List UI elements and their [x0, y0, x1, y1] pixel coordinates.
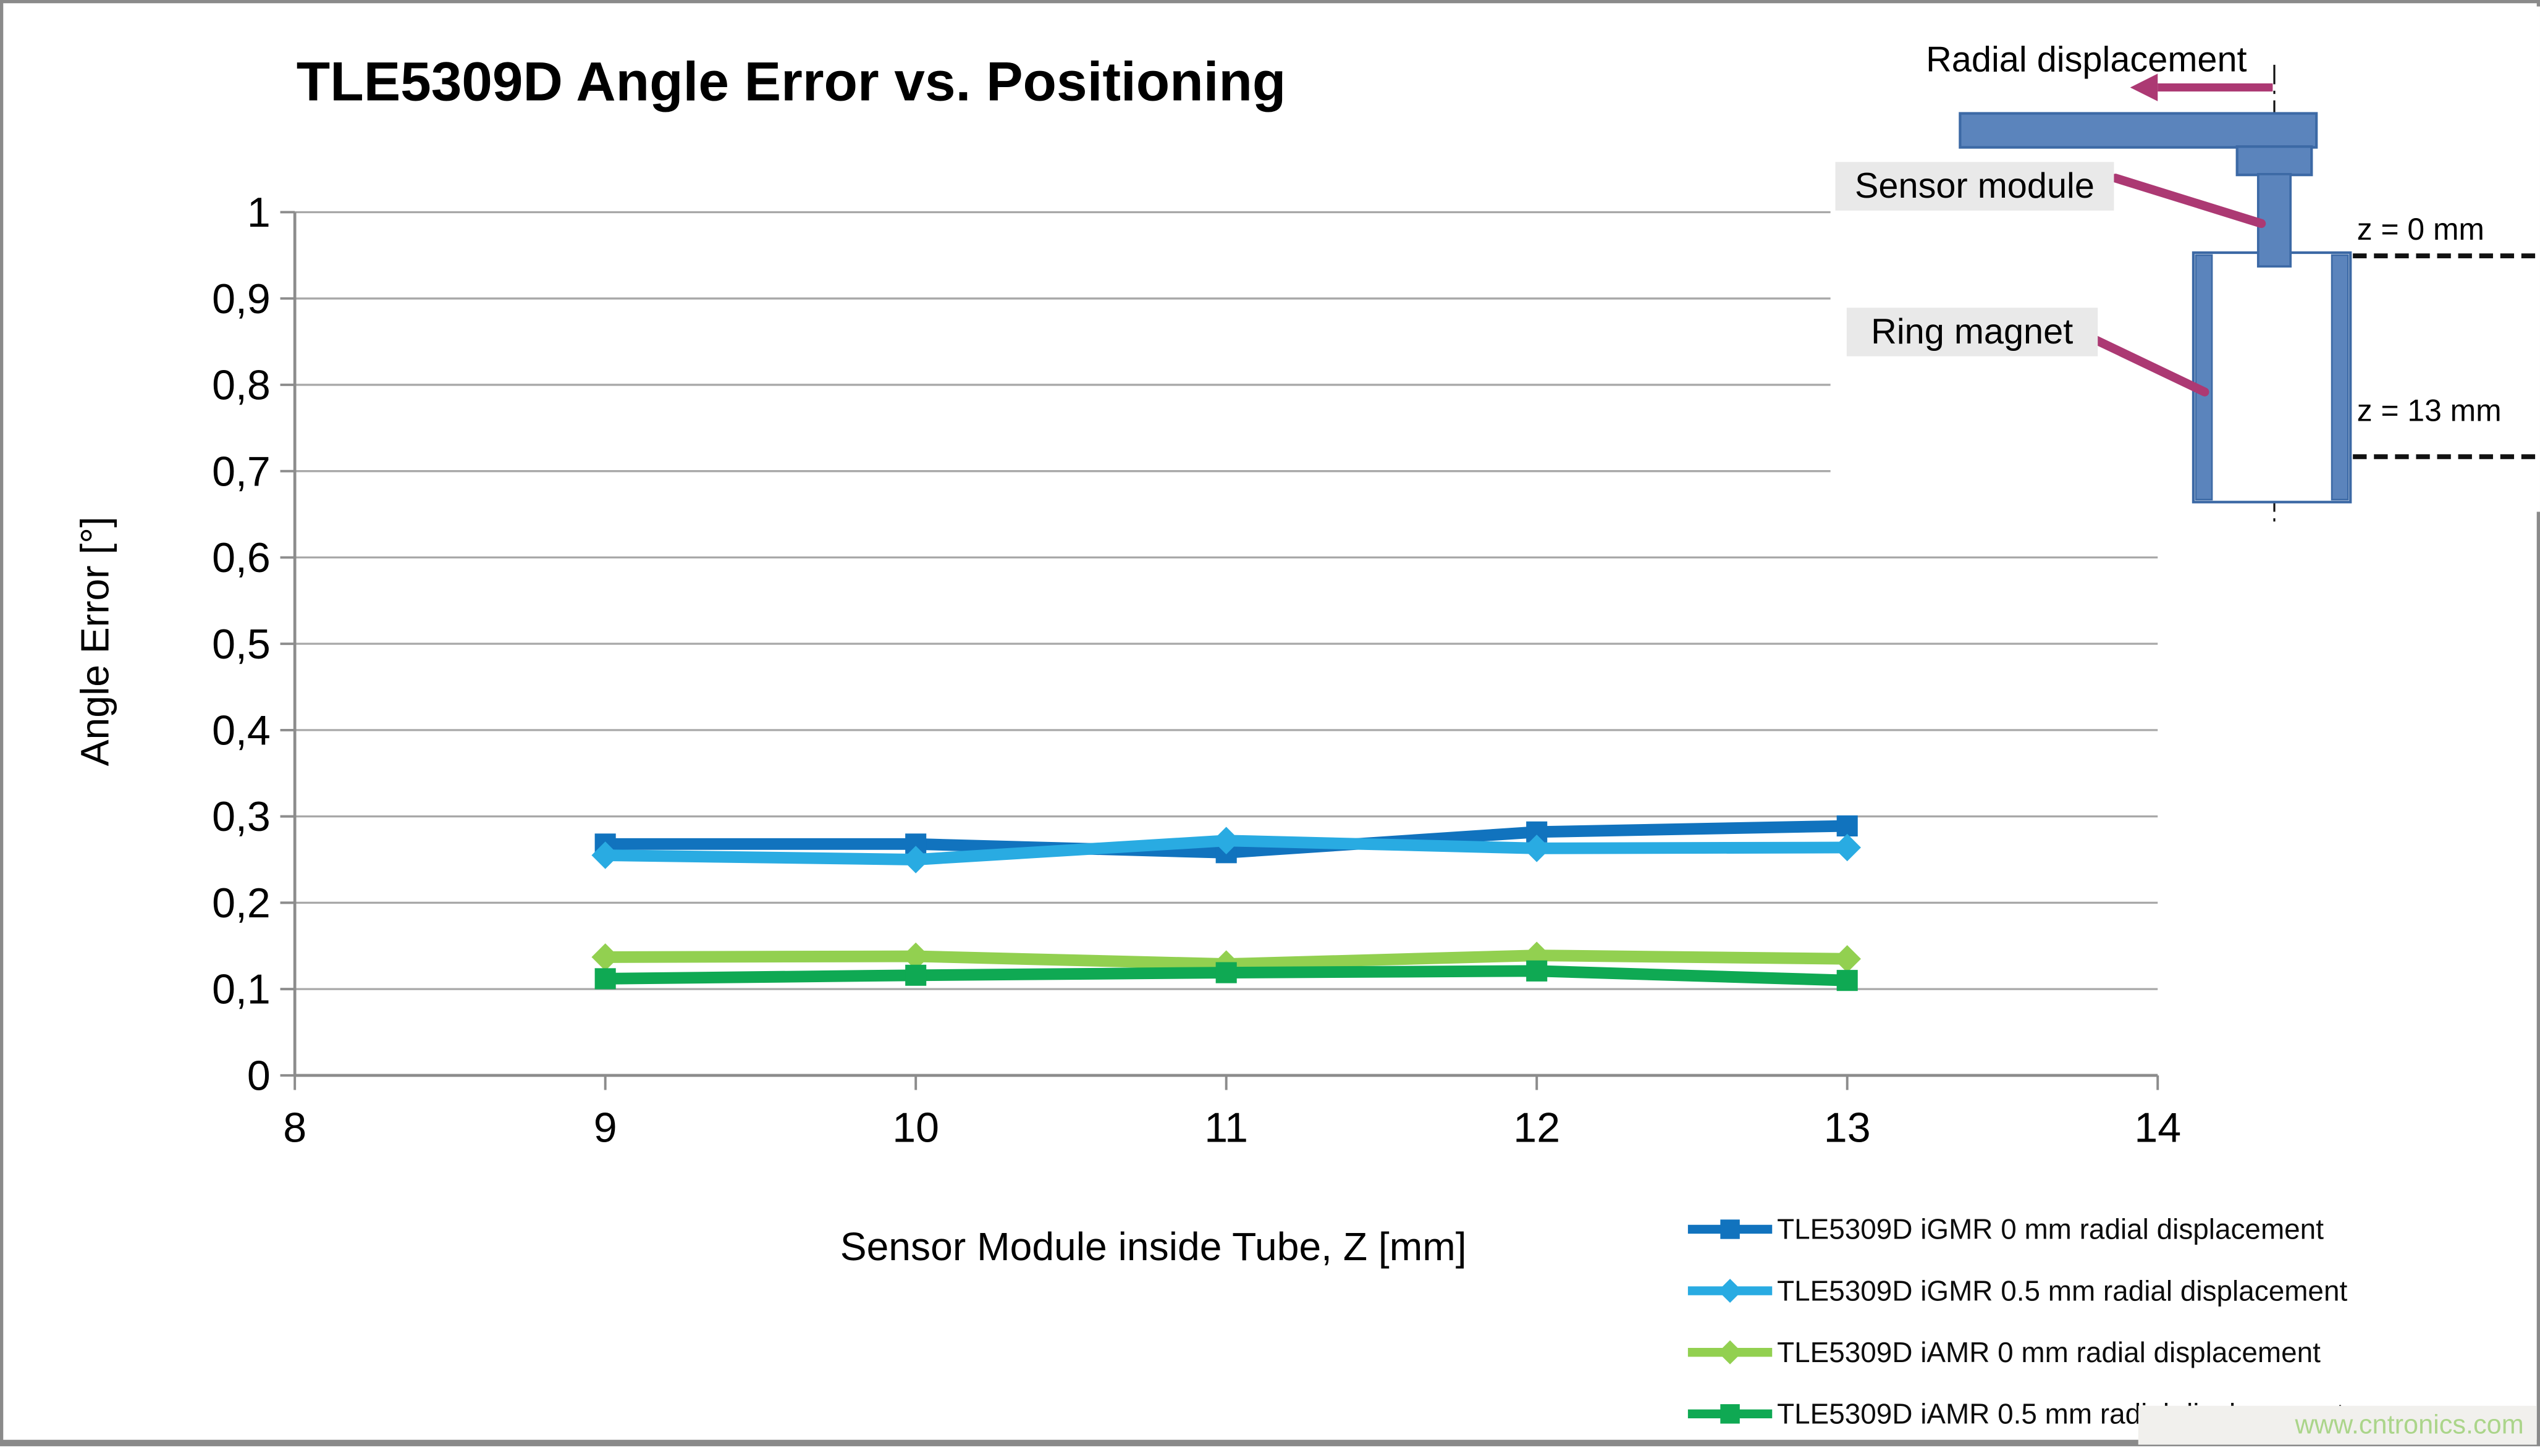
ring-magnet-body — [2192, 251, 2352, 503]
legend-item-1: TLE5309D iGMR 0 mm radial displacement — [1687, 1210, 2347, 1248]
inset-drawing — [1959, 64, 2537, 522]
legend-item-2: TLE5309D iGMR 0.5 mm radial displacement — [1687, 1271, 2348, 1310]
y-tick-label: 0,9 — [212, 276, 271, 322]
arm-block — [2235, 145, 2313, 177]
series-4-marker — [594, 968, 616, 990]
series-4-marker — [905, 964, 927, 986]
inset-diagram: Radial displacement Sensor module Ring m… — [1830, 6, 2540, 522]
x-tick-label: 8 — [283, 1104, 306, 1151]
y-tick-label: 0,3 — [212, 793, 271, 840]
y-axis-title: Angle Error [°] — [74, 516, 119, 767]
legend-marker-icon — [1687, 1340, 1773, 1365]
y-tick-label: 0,1 — [212, 966, 271, 1013]
ring-pointer-line — [2091, 335, 2209, 397]
plot-area: 1 0,9 0,8 0,7 0,6 0,5 0,4 0,3 0,2 0,1 08 9 10 11 12 13 1… — [212, 189, 2181, 1151]
legend-label: TLE5309D iGMR 0 mm radial displacement — [1777, 1212, 2324, 1245]
inset-z13-label: z = 13 mm — [2356, 395, 2502, 429]
y-tick-label: 0,8 — [212, 362, 271, 409]
legend-marker-icon — [1687, 1404, 1773, 1424]
chart-title: TLE5309D Angle Error vs. Positioning — [296, 51, 1286, 114]
y-tick-label: 1 — [247, 189, 271, 236]
ring-magnet-left-wall — [2195, 254, 2213, 501]
y-tick-label: 0 — [247, 1052, 271, 1099]
legend: TLE5309D iGMR 0 mm radial displacement TL… — [1687, 1210, 2348, 1456]
x-axis-title: Sensor Module inside Tube, Z [mm] — [840, 1226, 1467, 1270]
watermark-strip: www.cntronics.com — [2138, 1405, 2537, 1445]
y-tick-label: 0,5 — [212, 621, 271, 668]
x-tick-label: 12 — [1513, 1104, 1560, 1151]
legend-label: TLE5309D iGMR 0.5 mm radial displacement — [1777, 1274, 2348, 1307]
series-4-marker — [1526, 960, 1548, 982]
x-tick-label: 10 — [892, 1104, 939, 1151]
legend-label: TLE5309D iAMR 0 mm radial displacement — [1777, 1335, 2321, 1368]
watermark: www.cntronics.com — [2295, 1410, 2524, 1440]
x-tick-label: 14 — [2134, 1104, 2181, 1151]
arm-bar — [1959, 112, 2318, 149]
y-tick-label: 0,7 — [212, 448, 271, 495]
legend-diamond — [1718, 1279, 1742, 1303]
inset-radial-displacement-label: Radial displacement — [1926, 38, 2247, 80]
x-tick-label: 9 — [594, 1104, 617, 1151]
y-tick-label: 0,2 — [212, 880, 271, 927]
y-tick-label: 0,4 — [212, 707, 271, 754]
ring-magnet-right-wall — [2331, 254, 2349, 501]
inset-sensor-module-label: Sensor module — [1835, 162, 2114, 211]
inset-z0-label: z = 0 mm — [2356, 214, 2484, 248]
legend-square — [1720, 1404, 1740, 1424]
series-2-marker — [1212, 827, 1240, 855]
series-1-marker — [1836, 815, 1858, 837]
series-4-marker — [1215, 962, 1237, 983]
x-tick-label: 13 — [1824, 1104, 1871, 1151]
series-3-marker — [1833, 945, 1861, 973]
series-3-marker — [591, 943, 619, 971]
inset-ring-magnet-label: Ring magnet — [1846, 308, 2098, 356]
legend-square — [1720, 1219, 1740, 1239]
legend-marker-icon — [1687, 1279, 1773, 1303]
sensor-pointer-line — [2111, 174, 2266, 229]
y-tick-label: 0,6 — [212, 534, 271, 581]
series-2-marker — [1833, 833, 1861, 862]
legend-marker-icon — [1687, 1219, 1773, 1239]
radial-arrowhead-icon — [2130, 74, 2158, 101]
x-tick-label: 11 — [1204, 1104, 1248, 1151]
series-4-marker — [1836, 970, 1858, 991]
legend-item-3: TLE5309D iAMR 0 mm radial displacement — [1687, 1333, 2347, 1372]
legend-diamond — [1718, 1340, 1742, 1365]
